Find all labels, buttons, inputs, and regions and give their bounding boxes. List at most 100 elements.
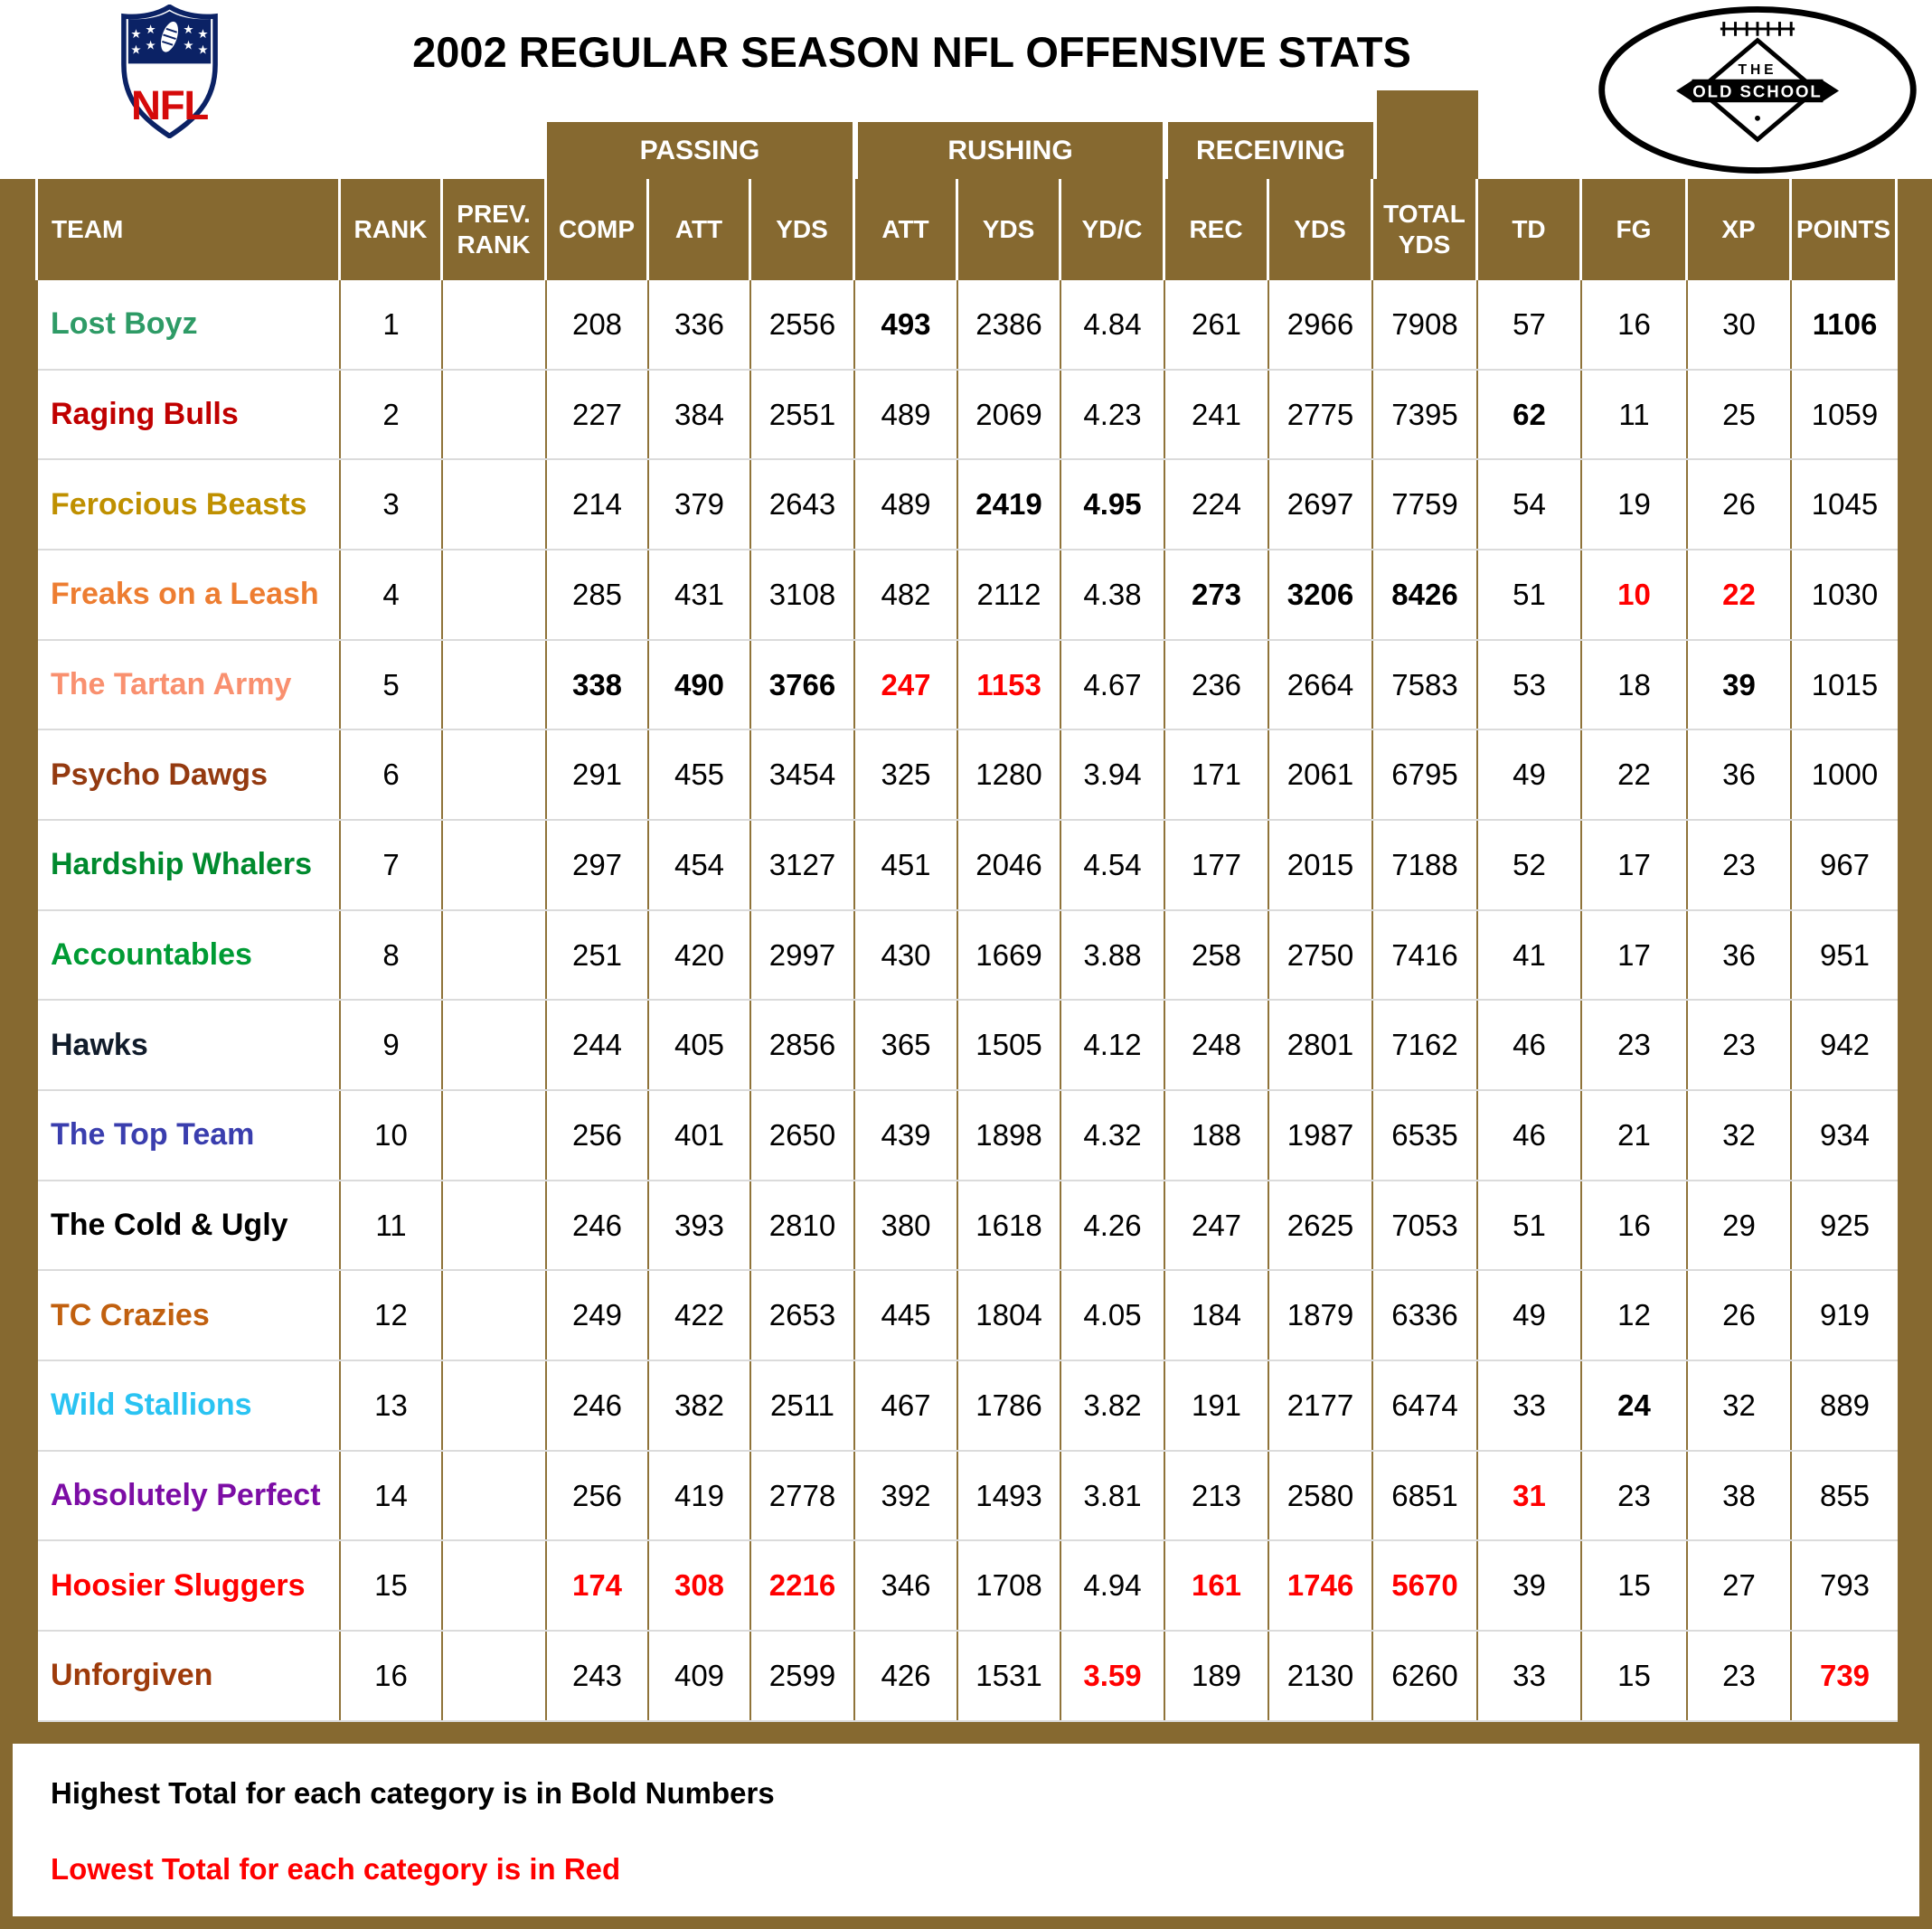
stat-cell: 32 xyxy=(1688,1361,1792,1450)
stat-cell: 2653 xyxy=(751,1271,855,1360)
stat-cell: 454 xyxy=(649,821,751,909)
stat-cell: 379 xyxy=(649,460,751,550)
table-body: Lost Boyz 1 208 336 2556 493 2386 4.84 261 2966 79… xyxy=(38,280,1898,1722)
stat-cell: 7416 xyxy=(1373,910,1478,1000)
stat-cell: 24 xyxy=(1582,1361,1688,1450)
stat-cell: 6795 xyxy=(1373,730,1478,820)
stat-cell: 4.54 xyxy=(1061,821,1165,909)
prev-rank-cell xyxy=(443,1632,547,1720)
diamond-outline xyxy=(1695,37,1820,143)
stat-cell: 2810 xyxy=(751,1181,855,1270)
stat-cell: 3.59 xyxy=(1061,1632,1165,1720)
table-row: Psycho Dawgs 6 291 455 3454 325 1280 3.94 171 206… xyxy=(38,730,1898,822)
stat-cell: 246 xyxy=(547,1181,649,1270)
rank-cell: 8 xyxy=(341,910,443,1000)
stat-cell: 4.32 xyxy=(1061,1091,1165,1180)
team-name: Hardship Whalers xyxy=(38,821,341,909)
stat-cell: 855 xyxy=(1819,1478,1871,1512)
column-header-prev-rank: PREV. RANK xyxy=(443,179,547,280)
stat-cell: 439 xyxy=(855,1091,958,1180)
stat-cell: 1000 xyxy=(1811,757,1879,792)
stat-cell: 36 xyxy=(1688,730,1792,820)
column-header-rank: RANK xyxy=(341,179,443,280)
stat-cell: 2643 xyxy=(751,460,855,550)
stat-cell: 16 xyxy=(1582,1181,1688,1270)
stat-cell: 489 xyxy=(855,460,958,550)
stat-cell: 2775 xyxy=(1269,370,1373,459)
stat-cell: 7395 xyxy=(1373,370,1478,459)
stat-cell: 401 xyxy=(649,1091,751,1180)
team-name: Unforgiven xyxy=(38,1632,341,1720)
table-row: Hardship Whalers 7 297 454 3127 451 2046 4.54 17… xyxy=(38,821,1898,911)
stat-cell: 62 xyxy=(1478,370,1582,459)
table-left-border xyxy=(0,280,38,1722)
stat-cell: 57 xyxy=(1478,280,1582,369)
team-name: Psycho Dawgs xyxy=(38,730,341,820)
stat-cell: 393 xyxy=(649,1181,751,1270)
stat-cell: 919 xyxy=(1819,1298,1871,1332)
stat-cell: 17 xyxy=(1582,821,1688,909)
column-header-xp: XP xyxy=(1688,179,1792,280)
stat-cell: 258 xyxy=(1165,910,1269,1000)
shield-stars: ★ ★ ★ ★ ★ ★ ★ ★ xyxy=(130,23,208,57)
table-row: Lost Boyz 1 208 336 2556 493 2386 4.84 261 2966 79… xyxy=(38,280,1898,371)
stat-cell: 33 xyxy=(1478,1361,1582,1450)
stat-cell: 39 xyxy=(1478,1541,1582,1631)
stat-cell: 33 xyxy=(1478,1632,1582,1720)
column-header-yd-c: YD/C xyxy=(1061,179,1165,280)
column-header-fg: FG xyxy=(1582,179,1688,280)
prev-rank-cell xyxy=(443,1361,547,1450)
nfl-logo-text: NFL xyxy=(131,82,208,128)
stat-cell: 4.84 xyxy=(1061,280,1165,369)
stat-cell: 2750 xyxy=(1269,910,1373,1000)
stat-cell: 15 xyxy=(1582,1632,1688,1720)
team-name: Ferocious Beasts xyxy=(38,460,341,550)
stat-cell: 214 xyxy=(547,460,649,550)
table-row: Absolutely Perfect 14 256 419 2778 392 1493 3.8… xyxy=(38,1451,1898,1542)
stat-cell: 2015 xyxy=(1269,821,1373,909)
team-name: The Cold & Ugly xyxy=(38,1181,341,1270)
stat-cell: 380 xyxy=(855,1181,958,1270)
stat-cell: 174 xyxy=(547,1541,649,1631)
column-header-td: TD xyxy=(1478,179,1582,280)
stat-cell: 291 xyxy=(547,730,649,820)
stat-cell: 184 xyxy=(1165,1271,1269,1360)
stat-cell: 29 xyxy=(1688,1181,1792,1270)
prev-rank-cell xyxy=(443,730,547,820)
stat-cell: 12 xyxy=(1582,1271,1688,1360)
stat-cell: 5670 xyxy=(1373,1541,1478,1631)
prev-rank-cell xyxy=(443,460,547,550)
table-row: The Cold & Ugly 11 246 393 2810 380 1618 4.26 24… xyxy=(38,1181,1898,1272)
header-left-strip xyxy=(0,179,38,280)
stat-cell: 3454 xyxy=(751,730,855,820)
stat-cell: 793 xyxy=(1819,1568,1871,1603)
stat-cell: 273 xyxy=(1165,550,1269,639)
column-header-row: TEAM RANK PREV. RANK COMP ATT YDS ATT YDS YD/C RE… xyxy=(0,179,1898,280)
table-row: Hawks 9 244 405 2856 365 1505 4.12 248 2801 7162 46… xyxy=(38,1001,1898,1092)
banner-right-chevron xyxy=(1821,79,1840,103)
team-name: Wild Stallions xyxy=(38,1361,341,1450)
table-row: Raging Bulls 2 227 384 2551 489 2069 4.23 241 277… xyxy=(38,370,1898,461)
stat-cell: 247 xyxy=(855,640,958,729)
page-title: 2002 REGULAR SEASON NFL OFFENSIVE STATS xyxy=(412,28,1411,76)
stat-cell: 39 xyxy=(1688,640,1792,729)
stat-cell: 23 xyxy=(1688,1001,1792,1090)
stat-cell: 241 xyxy=(1165,370,1269,459)
stat-cell: 2625 xyxy=(1269,1181,1373,1270)
stat-cell: 249 xyxy=(547,1271,649,1360)
stat-cell: 2856 xyxy=(751,1001,855,1090)
stat-cell: 1493 xyxy=(958,1451,1061,1540)
stat-cell: 26 xyxy=(1688,460,1792,550)
stat-cell: 38 xyxy=(1688,1451,1792,1540)
stat-cell: 41 xyxy=(1478,910,1582,1000)
stat-cell: 32 xyxy=(1688,1091,1792,1180)
stat-cell: 22 xyxy=(1688,550,1792,639)
stat-cell: 2650 xyxy=(751,1091,855,1180)
stat-cell: 177 xyxy=(1165,821,1269,909)
stat-cell: 6474 xyxy=(1373,1361,1478,1450)
group-header-rushing: RUSHING xyxy=(858,122,1163,180)
laces-icon xyxy=(1720,22,1795,36)
column-header-att: ATT xyxy=(649,179,751,280)
stat-cell: 171 xyxy=(1165,730,1269,820)
